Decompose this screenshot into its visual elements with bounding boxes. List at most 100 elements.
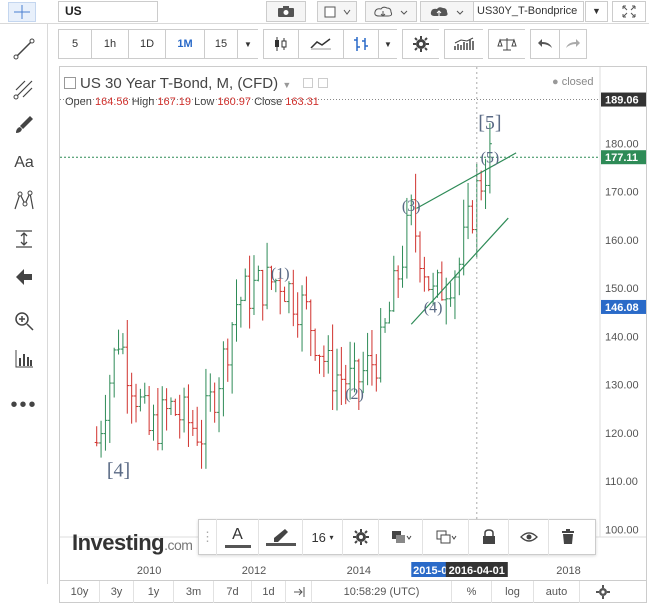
time-axis-label: 2010: [137, 565, 161, 577]
chevron-down-icon[interactable]: ▼: [585, 1, 608, 22]
pencil-icon[interactable]: [259, 519, 303, 555]
candles-icon[interactable]: [263, 29, 299, 59]
wave-label: [4]: [107, 459, 130, 481]
low-value: 160.97: [217, 96, 252, 108]
line-chart-icon[interactable]: [298, 29, 344, 59]
close-value: 163.31: [285, 96, 319, 108]
range-7d[interactable]: 7d: [214, 580, 252, 603]
camera-button[interactable]: [266, 1, 306, 22]
price-chart[interactable]: (1) (2) (3) (4) (5) [4] [5] 189.06 180.00 177.11 1…: [60, 67, 646, 581]
timeframe-dropdown[interactable]: ▼: [237, 29, 259, 59]
legend-dropdown-icon[interactable]: ▼: [282, 80, 292, 90]
zoom-in-icon[interactable]: [8, 308, 40, 334]
timeframe-1m[interactable]: 1M: [165, 29, 205, 59]
more-icon[interactable]: •••: [10, 393, 38, 416]
price-axis-label: 100.00: [605, 524, 639, 536]
font-size-select[interactable]: 16 ▾: [303, 519, 343, 555]
compare-button[interactable]: [317, 1, 357, 22]
measure-icon[interactable]: [8, 226, 40, 252]
channel-upper-line[interactable]: [416, 152, 517, 209]
ohlc-readout: Open 164.56 High 167.19 Low 160.97 Close…: [65, 96, 319, 108]
text-tool-icon[interactable]: Aa: [14, 154, 34, 171]
symbol-name: US30Y_T-Bondprice: [474, 1, 584, 22]
high-label: High: [131, 96, 155, 108]
chart-title: US 30 Year T-Bond, M, (CFD): [80, 75, 279, 92]
range-3y[interactable]: 3y: [100, 580, 134, 603]
chart-area[interactable]: [59, 66, 647, 581]
time-label-bg: [411, 562, 456, 577]
range-10y[interactable]: 10y: [60, 580, 100, 603]
drag-handle-icon[interactable]: ⋮: [199, 519, 217, 555]
pitchfork-icon[interactable]: [8, 76, 40, 102]
log-toggle[interactable]: log: [492, 580, 534, 603]
clone-icon[interactable]: [423, 519, 469, 555]
cloud-upload-icon[interactable]: [420, 1, 474, 22]
drawing-tools-sidebar: Aa •••: [0, 24, 48, 584]
high-value: 167.19: [157, 96, 192, 108]
open-value: 164.56: [94, 96, 129, 108]
wave-label: [5]: [478, 112, 501, 134]
brush-icon[interactable]: [8, 112, 40, 138]
wave-label: (1): [271, 266, 290, 283]
visibility-eye-icon[interactable]: [509, 519, 549, 555]
server-time[interactable]: 10:58:29 (UTC): [312, 580, 452, 603]
pattern-icon[interactable]: [8, 188, 40, 214]
range-1d[interactable]: 1d: [252, 580, 286, 603]
time-axis-label: 2015-06: [413, 565, 453, 577]
symbol-search-input[interactable]: US: [58, 1, 158, 22]
wave-label: (4): [424, 299, 443, 316]
range-goto-icon[interactable]: [286, 580, 312, 603]
logo-suffix: .com: [164, 537, 193, 553]
market-status: ● closed: [552, 76, 594, 88]
investing-logo: Investing.com: [72, 530, 193, 556]
crosshair-icon[interactable]: [8, 2, 36, 22]
font-size-value: 16: [311, 529, 326, 545]
cloud-download-icon[interactable]: [365, 1, 417, 22]
redo-icon[interactable]: [559, 29, 587, 59]
range-1y[interactable]: 1y: [134, 580, 174, 603]
bottom-settings-icon[interactable]: [580, 581, 626, 603]
channel-lower-line[interactable]: [410, 217, 509, 325]
settings-small-icon[interactable]: [317, 78, 328, 88]
eye-icon[interactable]: [303, 78, 314, 88]
percent-toggle[interactable]: %: [452, 580, 492, 603]
drawing-settings-icon[interactable]: [343, 519, 379, 555]
arrow-left-icon[interactable]: [8, 264, 40, 290]
undo-icon[interactable]: [530, 29, 560, 59]
scale-icon[interactable]: [488, 29, 526, 59]
logo-main: Investing: [72, 530, 165, 555]
price-axis-label: 110.00: [605, 476, 638, 488]
timeframe-1d[interactable]: 1D: [128, 29, 166, 59]
trash-icon[interactable]: [549, 519, 587, 555]
chart-type-dropdown[interactable]: ▼: [378, 29, 398, 59]
auto-toggle[interactable]: auto: [534, 580, 580, 603]
trendline-icon[interactable]: [8, 36, 40, 62]
price-axis-label: 120.00: [605, 428, 639, 440]
price-axis-label: 189.06: [605, 95, 639, 107]
time-axis-label: 2012: [242, 565, 266, 577]
price-label-bg: [601, 92, 646, 107]
bring-front-icon[interactable]: [379, 519, 423, 555]
volume-profile-icon[interactable]: [8, 346, 40, 372]
price-axis-label: 146.08: [605, 302, 639, 314]
gear-icon[interactable]: [402, 29, 440, 59]
price-axis-label: 150.00: [605, 283, 639, 295]
timeframe-1h[interactable]: 1h: [91, 29, 129, 59]
time-axis-label: 2018: [556, 565, 580, 577]
price-axis-label: 160.00: [605, 235, 639, 247]
fullscreen-icon[interactable]: [612, 1, 646, 22]
chart-legend: US 30 Year T-Bond, M, (CFD) ▼: [64, 75, 328, 92]
timeframe-5[interactable]: 5: [58, 29, 92, 59]
text-color-button[interactable]: A: [217, 519, 259, 555]
price-axis-label: 170.00: [605, 187, 639, 199]
price-axis-label: 130.00: [605, 380, 639, 392]
bars-icon[interactable]: [343, 29, 379, 59]
close-label: Close: [254, 96, 283, 108]
time-label-bg: [445, 562, 508, 577]
price-axis-label: 140.00: [605, 331, 639, 343]
timeframe-15[interactable]: 15: [204, 29, 238, 59]
legend-box: [64, 77, 76, 89]
range-3m[interactable]: 3m: [174, 580, 214, 603]
lock-icon[interactable]: [469, 519, 509, 555]
indicators-icon[interactable]: [444, 29, 484, 59]
